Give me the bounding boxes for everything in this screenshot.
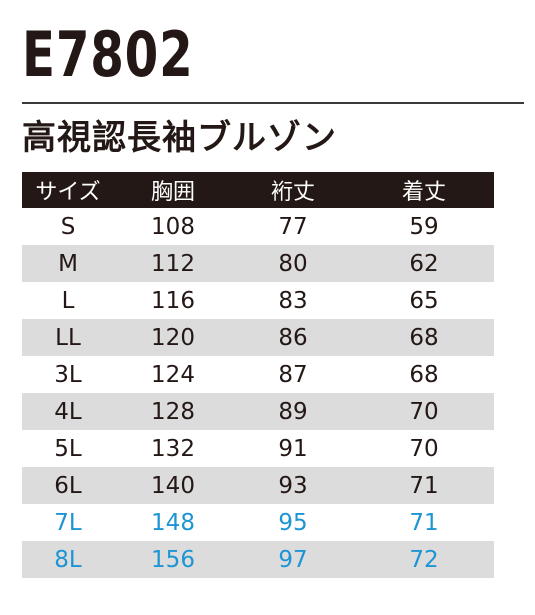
cell-chest: 140 bbox=[114, 467, 232, 504]
cell-length: 71 bbox=[409, 509, 439, 536]
cell-sleeve: 80 bbox=[232, 245, 354, 282]
cell-length: 59 bbox=[409, 213, 439, 240]
title-divider bbox=[22, 102, 524, 104]
cell-sleeve: 77 bbox=[278, 213, 308, 240]
cell-size: 8L bbox=[22, 541, 114, 578]
cell-size: 6L bbox=[22, 467, 114, 504]
table-row: 3L 124 87 68 bbox=[22, 356, 494, 393]
cell-size: M bbox=[22, 245, 114, 282]
model-number: E7802 bbox=[22, 18, 194, 91]
cell-chest: 108 bbox=[151, 213, 195, 240]
table-row: 8L 156 97 72 bbox=[22, 541, 494, 578]
cell-length: 68 bbox=[354, 319, 494, 356]
header-length: 着丈 bbox=[354, 172, 494, 208]
cell-sleeve: 87 bbox=[278, 361, 308, 388]
table-row: 7L 148 95 71 bbox=[22, 504, 494, 541]
cell-length: 70 bbox=[354, 393, 494, 430]
table-row: 4L 128 89 70 bbox=[22, 393, 494, 430]
cell-size: S bbox=[60, 213, 76, 240]
table-row: 5L 132 91 70 bbox=[22, 430, 494, 467]
table-row: LL 120 86 68 bbox=[22, 319, 494, 356]
cell-size: L bbox=[61, 287, 75, 314]
cell-chest: 132 bbox=[151, 435, 195, 462]
cell-sleeve: 91 bbox=[278, 435, 308, 462]
cell-size: LL bbox=[22, 319, 114, 356]
header-chest: 胸囲 bbox=[114, 172, 232, 208]
cell-size: 3L bbox=[54, 361, 82, 388]
table-header-row: サイズ 胸囲 裄丈 着丈 bbox=[22, 172, 494, 208]
cell-sleeve: 83 bbox=[278, 287, 308, 314]
cell-length: 65 bbox=[409, 287, 439, 314]
cell-sleeve: 97 bbox=[232, 541, 354, 578]
cell-sleeve: 93 bbox=[232, 467, 354, 504]
header-sleeve: 裄丈 bbox=[232, 172, 354, 208]
table-row: M 112 80 62 bbox=[22, 245, 494, 282]
cell-size: 5L bbox=[54, 435, 82, 462]
cell-chest: 124 bbox=[151, 361, 195, 388]
cell-chest: 116 bbox=[151, 287, 195, 314]
cell-length: 70 bbox=[409, 435, 439, 462]
cell-sleeve: 89 bbox=[232, 393, 354, 430]
cell-length: 72 bbox=[354, 541, 494, 578]
cell-length: 62 bbox=[354, 245, 494, 282]
cell-chest: 112 bbox=[114, 245, 232, 282]
cell-chest: 156 bbox=[114, 541, 232, 578]
cell-sleeve: 86 bbox=[232, 319, 354, 356]
cell-size: 4L bbox=[22, 393, 114, 430]
size-chart-table: サイズ 胸囲 裄丈 着丈 S 108 77 59 M 112 80 62 L 116 83 65 LL 1… bbox=[22, 172, 494, 578]
cell-chest: 120 bbox=[114, 319, 232, 356]
cell-sleeve: 95 bbox=[278, 509, 308, 536]
table-row: S 108 77 59 bbox=[22, 208, 494, 245]
header-size: サイズ bbox=[22, 172, 114, 208]
product-name: 高視認長袖ブルゾン bbox=[22, 118, 337, 158]
cell-chest: 128 bbox=[114, 393, 232, 430]
cell-size: 7L bbox=[54, 509, 82, 536]
cell-length: 71 bbox=[354, 467, 494, 504]
table-row: L 116 83 65 bbox=[22, 282, 494, 319]
table-row: 6L 140 93 71 bbox=[22, 467, 494, 504]
cell-chest: 148 bbox=[151, 509, 195, 536]
cell-length: 68 bbox=[409, 361, 439, 388]
